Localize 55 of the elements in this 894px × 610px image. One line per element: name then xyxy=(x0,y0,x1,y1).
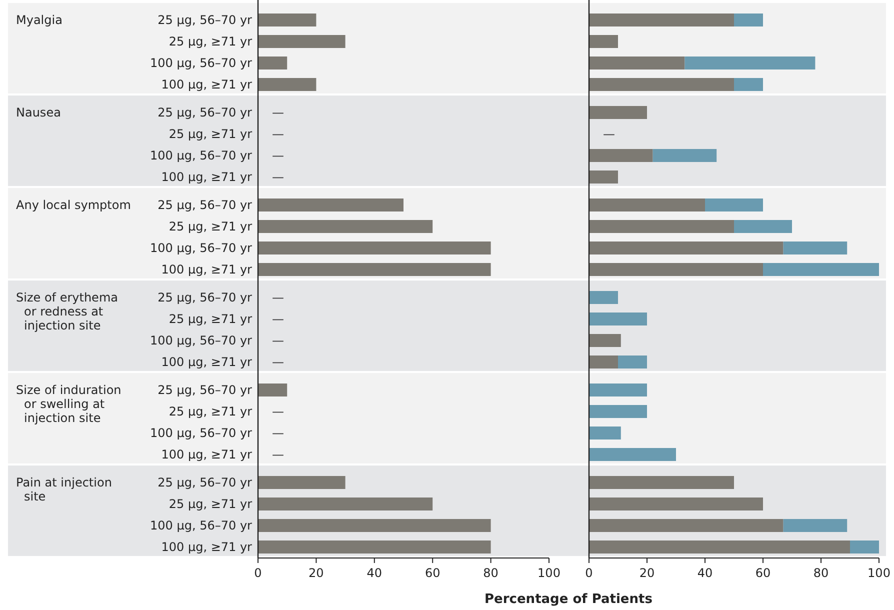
data-label: — xyxy=(272,355,284,369)
data-label: — xyxy=(272,127,284,141)
y-tick-label: 25 μg, ≥71 yr xyxy=(168,312,252,326)
data-label: — xyxy=(272,334,284,348)
y-tick-label: 100 μg, ≥71 yr xyxy=(161,78,252,92)
data-label: — xyxy=(272,148,284,162)
y-tick-label: 25 μg, 56–70 yr xyxy=(158,290,252,304)
y-tick-label: 25 μg, ≥71 yr xyxy=(168,497,252,511)
y-tick-label: 25 μg, ≥71 yr xyxy=(168,34,252,48)
y-tick-label: 25 μg, 56–70 yr xyxy=(158,13,252,27)
y-tick-label: 100 μg, 56–70 yr xyxy=(150,334,252,348)
text: Any local symptom xyxy=(16,198,131,212)
text: Nausea xyxy=(16,106,61,120)
y-tick-label: 25 μg, ≥71 yr xyxy=(168,220,252,234)
x-tick-label: 40 xyxy=(366,566,382,580)
y-tick-label: 100 μg, ≥71 yr xyxy=(161,540,252,554)
text: Size of erythema or redness at injection site xyxy=(16,290,118,332)
text: Myalgia xyxy=(16,13,62,27)
x-tick-label: 100 xyxy=(538,566,560,580)
y-tick-label: 100 μg, ≥71 yr xyxy=(161,355,252,369)
y-tick-label: 100 μg, 56–70 yr xyxy=(150,518,252,532)
data-label: — xyxy=(272,448,284,462)
y-tick-label: 100 μg, 56–70 yr xyxy=(150,56,252,70)
x-tick-label: 20 xyxy=(308,566,324,580)
x-tick-label: 0 xyxy=(254,566,262,580)
data-label: — xyxy=(272,404,284,418)
x-tick-label: 60 xyxy=(755,566,771,580)
y-tick-label: 25 μg, ≥71 yr xyxy=(168,127,252,141)
data-label: — xyxy=(272,426,284,440)
x-axis-title: Percentage of Patients xyxy=(484,592,653,607)
x-tick-label: 40 xyxy=(697,566,713,580)
x-tick-label: 100 xyxy=(868,566,890,580)
x-tick-label: 0 xyxy=(585,566,593,580)
y-tick-label: 100 μg, ≥71 yr xyxy=(161,448,252,462)
y-tick-label: 25 μg, ≥71 yr xyxy=(168,404,252,418)
text: Size of induration or swelling at injection site xyxy=(16,383,122,425)
y-tick-label: 25 μg, 56–70 yr xyxy=(158,198,252,212)
y-tick-label: 25 μg, 56–70 yr xyxy=(158,476,252,490)
x-tick-label: 20 xyxy=(639,566,655,580)
data-label: — xyxy=(603,127,615,141)
y-tick-label: 100 μg, ≥71 yr xyxy=(161,170,252,184)
data-label: — xyxy=(272,106,284,120)
data-label: — xyxy=(272,290,284,304)
y-tick-label: 100 μg, 56–70 yr xyxy=(150,148,252,162)
x-tick-label: 80 xyxy=(813,566,829,580)
x-tick-label: 80 xyxy=(483,566,498,580)
y-tick-label: 100 μg, 56–70 yr xyxy=(150,241,252,255)
y-tick-label: 25 μg, 56–70 yr xyxy=(158,383,252,397)
x-tick-label: 60 xyxy=(424,566,440,580)
y-tick-label: 100 μg, ≥71 yr xyxy=(161,262,252,276)
data-label: — xyxy=(272,170,284,184)
data-label: — xyxy=(272,312,284,326)
text: Pain at injection site xyxy=(16,476,112,504)
y-tick-label: 100 μg, 56–70 yr xyxy=(150,426,252,440)
y-tick-label: 25 μg, 56–70 yr xyxy=(158,106,252,120)
